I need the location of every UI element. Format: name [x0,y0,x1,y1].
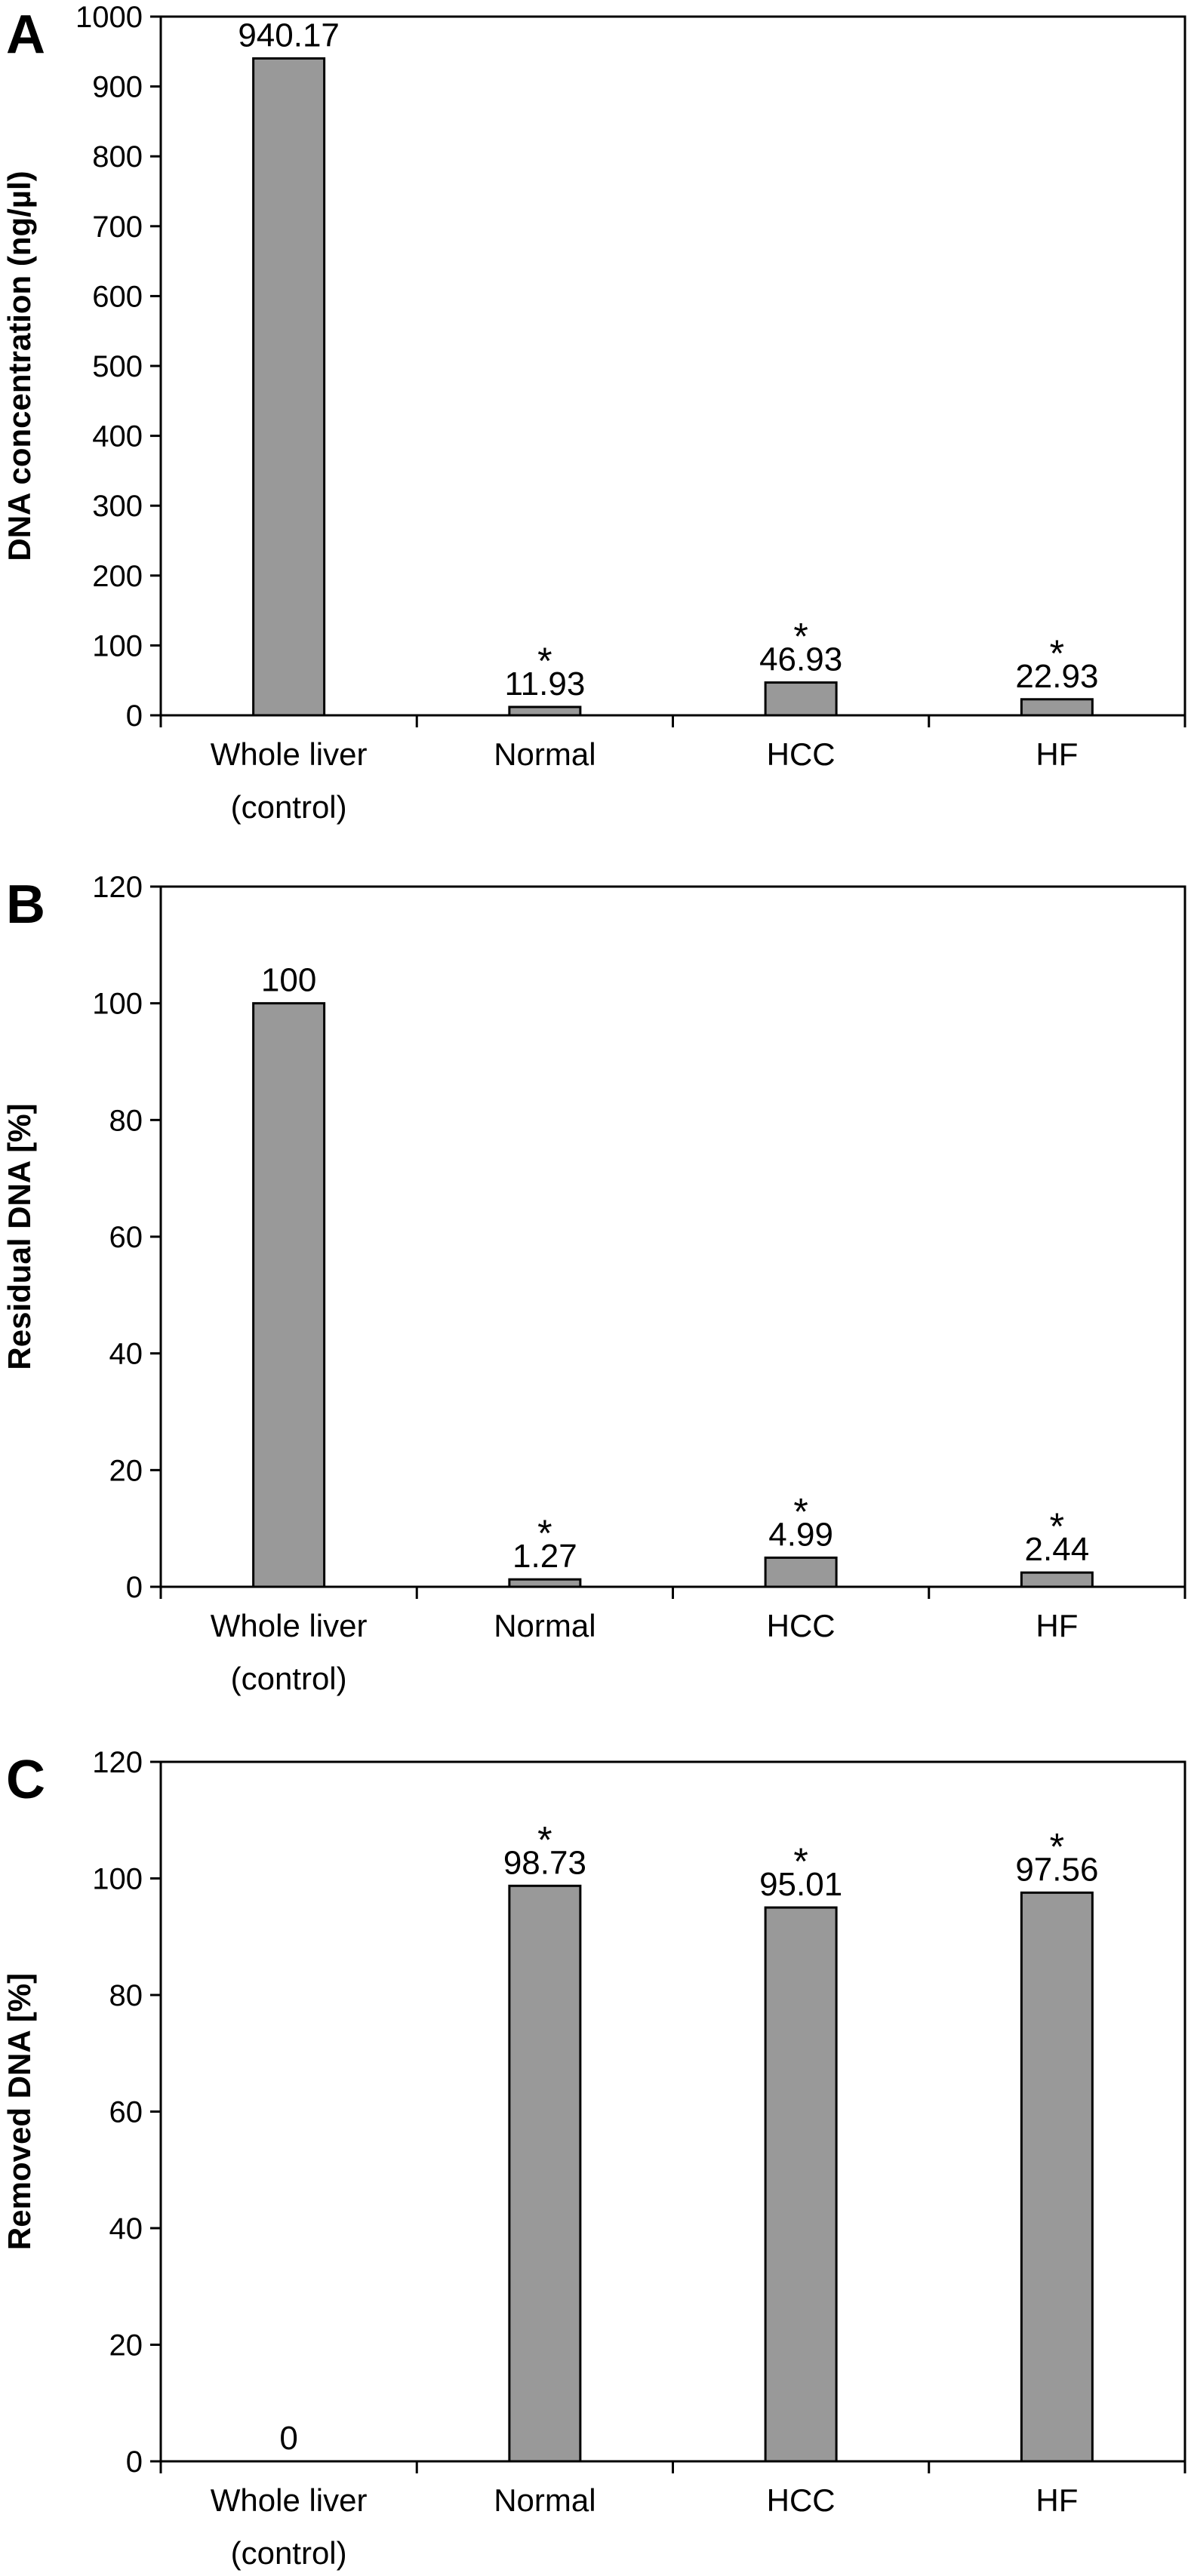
y-tick-label: 40 [109,2212,143,2246]
significance-star: * [537,1512,552,1554]
y-tick-label: 0 [126,2445,143,2479]
y-tick-label: 800 [92,140,143,174]
bar [252,57,326,717]
value-label: 22.93 [1015,658,1098,695]
bar [252,1002,326,1588]
panel-label: C [6,1750,45,1810]
panel-b: B 0 20 40 60 80 100 120 Residual DNA [%] 100 Whole… [2,871,1186,1696]
value-label: 97.56 [1015,1851,1098,1888]
y-tick-label: 700 [92,211,143,244]
y-tick-label: 900 [92,71,143,104]
bar [508,705,582,717]
category-label: Whole liver (control) [211,736,368,825]
panel-label: B [6,875,45,935]
category-label: HCC [767,1608,836,1643]
y-tick-label: 100 [92,629,143,662]
value-label: 11.93 [504,666,585,702]
y-tick-label: 500 [92,350,143,383]
y-tick-label: 120 [92,871,143,904]
category-label: HCC [767,736,836,772]
value-label: 1.27 [512,1538,577,1575]
significance-star: * [793,616,808,658]
y-tick-label: 1000 [75,1,143,34]
y-tick-label: 600 [92,280,143,313]
category-label: Whole liver (control) [211,1608,368,1696]
bar [764,1906,838,2463]
category-label: Normal [494,736,596,772]
y-tick-label: 80 [109,1104,143,1137]
significance-star: * [793,1490,808,1532]
value-label: 46.93 [759,641,842,678]
category-label: Normal [494,2482,596,2518]
bar [1020,1891,1094,2463]
y-tick-label: 60 [109,1221,143,1254]
y-tick-label: 80 [109,1979,143,2012]
y-axis-title: DNA concentration (ng/µl) [2,171,37,561]
value-label: 100 [261,962,316,999]
y-axis-title: Residual DNA [%] [2,1103,37,1369]
significance-star: * [1050,632,1064,675]
bar [1020,698,1094,717]
significance-star: * [1050,1505,1064,1548]
value-label: 0 [279,2420,297,2457]
bar [764,681,838,717]
bar [508,1578,582,1588]
panel-c: C 0 20 40 60 80 100 120 Removed DNA [%] 0 Whole li… [2,1746,1186,2571]
y-tick-label: 0 [126,699,143,733]
category-label: HF [1036,2482,1078,2518]
category-label: HF [1036,1608,1078,1643]
value-label: 2.44 [1025,1531,1090,1568]
significance-star: * [1050,1825,1064,1867]
y-tick-label: 20 [109,1454,143,1487]
significance-star: * [793,1840,808,1883]
y-tick-label: 40 [109,1338,143,1371]
bar [764,1556,838,1588]
bar [1020,1571,1094,1588]
y-tick-label: 0 [126,1571,143,1604]
y-tick-label: 60 [109,2096,143,2129]
value-label: 940.17 [238,17,340,54]
significance-star: * [537,640,552,682]
value-label: 95.01 [759,1866,842,1903]
y-tick-label: 200 [92,560,143,593]
y-tick-label: 400 [92,420,143,453]
category-label: HF [1036,736,1078,772]
value-label: 4.99 [768,1516,833,1553]
y-tick-label: 300 [92,490,143,523]
bar [508,1884,582,2463]
panel-label: A [6,5,45,65]
y-tick-label: 100 [92,988,143,1021]
category-label: Whole liver (control) [211,2482,368,2571]
category-label: HCC [767,2482,836,2518]
significance-star: * [537,1818,552,1861]
y-axis-title: Removed DNA [%] [2,1973,37,2250]
value-label: 98.73 [503,1844,586,1881]
category-label: Normal [494,1608,596,1643]
y-tick-label: 120 [92,1746,143,1779]
panel-a: A 0 100 200 300 400 500 600 700 800 900 1000 DNA con… [2,1,1186,825]
y-tick-label: 100 [92,1863,143,1896]
y-tick-label: 20 [109,2329,143,2362]
